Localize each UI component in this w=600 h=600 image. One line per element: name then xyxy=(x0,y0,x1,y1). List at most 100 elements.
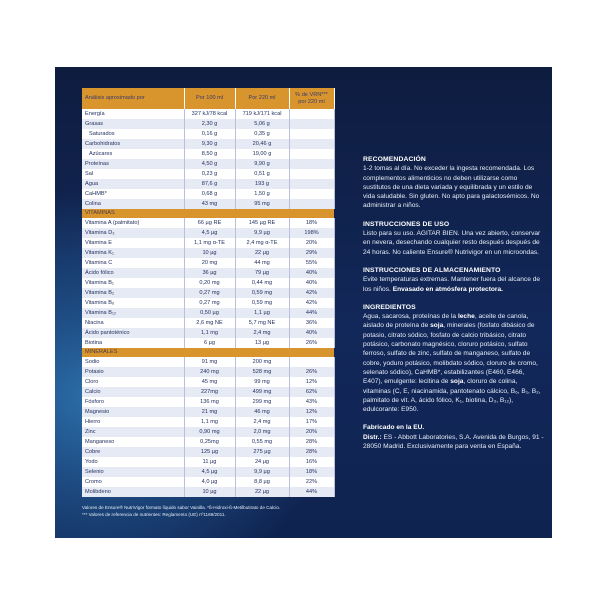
table-row: Cobre 125 µg 275 µg 28% xyxy=(82,447,335,457)
table-row: Colina 43 mg 95 mg xyxy=(82,199,335,209)
value-per-220ml: 200 mg xyxy=(235,357,290,367)
value-per-220ml: 46 mg xyxy=(235,407,290,417)
value-per-100ml: 10 µg xyxy=(184,248,236,258)
vrn-percent: 40% xyxy=(289,328,335,338)
value-per-220ml: 145 µg RE xyxy=(235,218,290,228)
value-per-220ml: 22 µg xyxy=(235,248,290,258)
nutrient-name: Vitamina B₁₂ xyxy=(82,308,185,318)
bold-text: soja xyxy=(430,322,444,330)
value-per-100ml: 4,50 g xyxy=(184,159,236,169)
bold-text: Envasado en atmósfera protectora. xyxy=(392,285,504,293)
table-row: Molibdeno 10 µg 22 µg 44% xyxy=(82,487,335,497)
nutrient-name: Agua xyxy=(82,179,185,189)
nutrient-name: Sodio xyxy=(82,357,185,367)
nutrient-name: Manganeso xyxy=(82,437,185,447)
table-row: Sodio 91 mg 200 mg xyxy=(82,357,335,367)
value-per-220ml: 2,4 mg xyxy=(235,417,290,427)
table-row: Sal 0,23 g 0,51 g xyxy=(82,169,335,179)
value-per-220ml: 0,44 mg xyxy=(235,278,290,288)
section-text: Agua, sacarosa, proteínas de la leche, a… xyxy=(363,312,545,414)
nutrient-name: Yodo xyxy=(82,457,185,467)
value-per-220ml: 0,35 g xyxy=(235,129,290,139)
table-row: Manganeso 0,25mg 0,55 mg 28% xyxy=(82,437,335,447)
nutrient-name: Ácido fólico xyxy=(82,268,185,278)
vrn-percent: 44% xyxy=(289,308,335,318)
nutrient-name: Vitamina A (palmitato) xyxy=(82,218,185,228)
nutrient-name: Cobre xyxy=(82,447,185,457)
vrn-percent xyxy=(289,139,335,149)
value-per-220ml: 0,59 mg xyxy=(235,288,290,298)
value-per-100ml: 0,90 mg xyxy=(184,427,236,437)
table-row: Energía 327 kJ/78 kcal 719 kJ/171 kcal xyxy=(82,109,335,119)
value-per-100ml: 1,1 mg xyxy=(184,417,236,427)
value-per-100ml: 87,6 g xyxy=(184,179,236,189)
table-row: Calcio 227mg 499 mg 62% xyxy=(82,387,335,397)
product-information: RECOMENDACIÓN 1-2 tomas al día. No excede… xyxy=(363,155,545,460)
vrn-percent: 18% xyxy=(289,467,335,477)
value-per-220ml: 499 mg xyxy=(235,387,290,397)
vrn-percent: 20% xyxy=(289,427,335,437)
nutrient-name: Energía xyxy=(82,109,185,119)
value-per-100ml: 21 mg xyxy=(184,407,236,417)
table-row: Vitamina E 1,1 mg α-TE 2,4 mg α-TE 20% xyxy=(82,238,335,248)
vrn-percent: 26% xyxy=(289,367,335,377)
table-row: Saturados 0,16 g 0,35 g xyxy=(82,129,335,139)
footnote: *** Valores de referencia de nutrientes:… xyxy=(82,512,226,517)
value-per-100ml: 91 mg xyxy=(184,357,236,367)
vrn-percent xyxy=(289,169,335,179)
footnote: Valores de Ensure® NutriVigor formato lí… xyxy=(82,505,281,510)
nutrient-name: Azúcares xyxy=(82,149,185,159)
table-row: Selenio 4,5 µg 9,9 µg 18% xyxy=(82,467,335,477)
vrn-percent: 55% xyxy=(289,258,335,268)
nutrient-name: Magnesio xyxy=(82,407,185,417)
vrn-percent: 28% xyxy=(289,447,335,457)
value-per-220ml: 22 µg xyxy=(235,487,290,497)
vrn-percent: 12% xyxy=(289,407,335,417)
table-row: Grasas 2,30 g 5,06 g xyxy=(82,119,335,129)
nutrient-name: Vitamina D₃ xyxy=(82,228,185,238)
table-row: Vitamina B₁ 0,20 mg 0,44 mg 40% xyxy=(82,278,335,288)
nutrient-name: Cloro xyxy=(82,377,185,387)
value-per-100ml: 0,68 g xyxy=(184,189,236,199)
vrn-percent: 198% xyxy=(289,228,335,238)
vrn-percent: 22% xyxy=(289,477,335,487)
vrn-percent: 40% xyxy=(289,278,335,288)
value-per-100ml: 1,1 mg α-TE xyxy=(184,238,236,248)
vrn-percent xyxy=(289,149,335,159)
value-per-220ml: 44 mg xyxy=(235,258,290,268)
section-text: Evite temperaturas extremas. Mantener fu… xyxy=(363,275,545,294)
vrn-percent: 20% xyxy=(289,238,335,248)
nutrient-name: Vitamina C xyxy=(82,258,185,268)
value-per-220ml: 1,50 g xyxy=(235,189,290,199)
nutrient-name: Ácido pantoténico xyxy=(82,328,185,338)
vrn-percent: 42% xyxy=(289,298,335,308)
vrn-percent xyxy=(289,189,335,199)
bold-text: Fabricado en la EU. xyxy=(363,424,425,432)
table-row: CaHMB* 0,68 g 1,50 g xyxy=(82,189,335,199)
vrn-percent xyxy=(289,129,335,139)
table-footnotes: Valores de Ensure® NutriVigor formato lí… xyxy=(82,504,352,518)
vrn-percent: 12% xyxy=(289,377,335,387)
vrn-percent: 16% xyxy=(289,457,335,467)
value-per-220ml: 24 µg xyxy=(235,457,290,467)
table-row: Proteínas 4,50 g 9,90 g xyxy=(82,159,335,169)
vrn-percent xyxy=(289,119,335,129)
vrn-percent xyxy=(289,357,335,367)
value-per-100ml: 136 mg xyxy=(184,397,236,407)
value-per-220ml: 9,90 g xyxy=(235,159,290,169)
nutrient-name: Cromo xyxy=(82,477,185,487)
vrn-percent xyxy=(289,199,335,209)
vrn-percent: 28% xyxy=(289,437,335,447)
value-per-100ml: 0,25mg xyxy=(184,437,236,447)
nutrient-name: Fósforo xyxy=(82,397,185,407)
bold-text: soja xyxy=(450,378,464,386)
value-per-100ml: 43 mg xyxy=(184,199,236,209)
text: 1-2 tomas al día. No exceder la ingesta … xyxy=(363,165,540,210)
value-per-220ml: 1,1 µg xyxy=(235,308,290,318)
table-row: Vitamina B₁₂ 0,50 µg 1,1 µg 44% xyxy=(82,308,335,318)
nutrient-name: Potasio xyxy=(82,367,185,377)
vrn-percent: 40% xyxy=(289,268,335,278)
text: , cloruro de colina, vitaminas (C, E, ni… xyxy=(363,378,541,414)
vrn-percent: 62% xyxy=(289,387,335,397)
value-per-220ml: 8,8 µg xyxy=(235,477,290,487)
